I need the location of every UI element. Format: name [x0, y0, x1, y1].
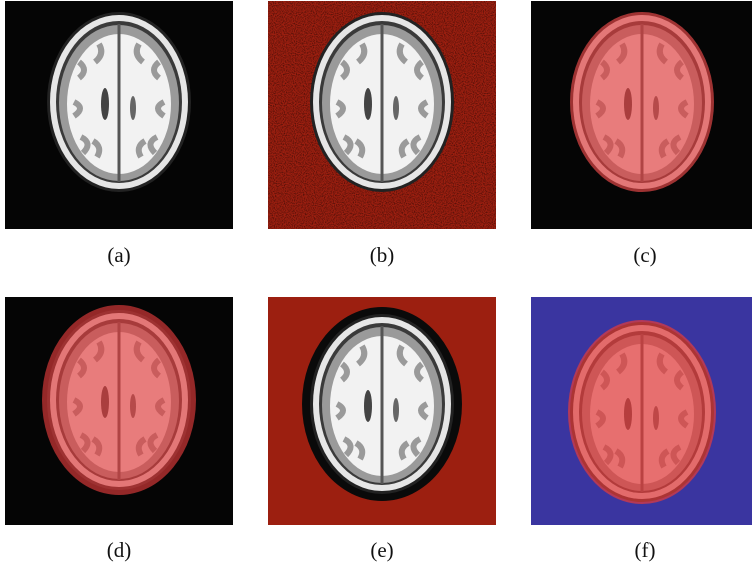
caption: (a): [107, 243, 130, 267]
caption: (d): [107, 538, 132, 562]
caption: (c): [633, 243, 656, 267]
caption: (e): [370, 538, 393, 562]
caption: (b): [370, 243, 395, 267]
figure: (a) (b) (c) (d) (e) (f): [0, 0, 752, 567]
caption: (f): [635, 538, 656, 562]
